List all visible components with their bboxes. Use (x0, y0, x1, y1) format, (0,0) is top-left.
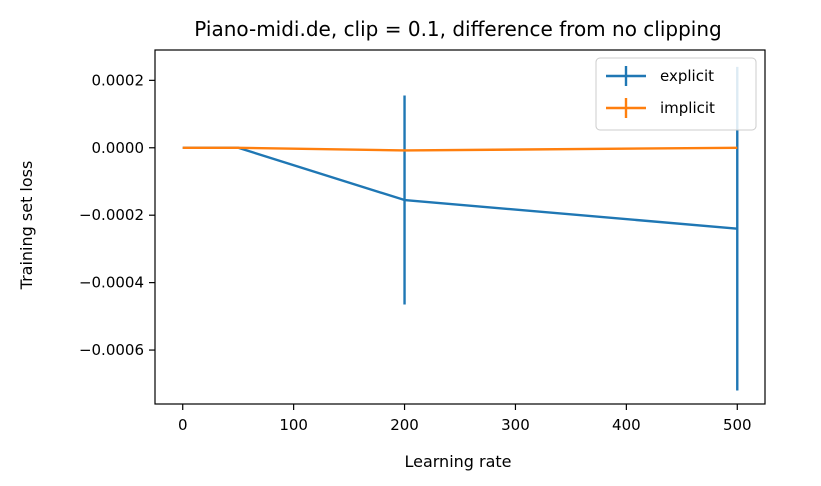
y-tick-label: 0.0000 (92, 139, 145, 157)
axis-ticks: 0 100 200 300 400 500 0.0002 0.0000 −0.0002 −0.00… (79, 71, 752, 434)
legend-label-implicit: implicit (660, 99, 715, 117)
y-axis-label: Training set loss (17, 161, 36, 291)
series-line-implicit (182, 146, 738, 152)
x-tick-label: 200 (390, 416, 419, 434)
y-tick-label: −0.0002 (79, 206, 144, 224)
x-tick-label: 300 (501, 416, 530, 434)
x-axis-label: Learning rate (404, 452, 511, 471)
y-tick-label: 0.0002 (92, 71, 145, 89)
x-tick-label: 0 (178, 416, 188, 434)
legend-label-explicit: explicit (660, 67, 714, 85)
series-line-explicit (182, 146, 738, 230)
y-tick-label: −0.0004 (79, 274, 144, 292)
y-tick-label: −0.0006 (79, 341, 144, 359)
x-tick-label: 100 (279, 416, 308, 434)
x-tick-label: 500 (723, 416, 752, 434)
chart-title: Piano-midi.de, clip = 0.1, difference fr… (194, 17, 721, 41)
x-tick-label: 400 (612, 416, 641, 434)
legend: explicit implicit (595, 57, 757, 131)
axes-frame (154, 49, 766, 405)
